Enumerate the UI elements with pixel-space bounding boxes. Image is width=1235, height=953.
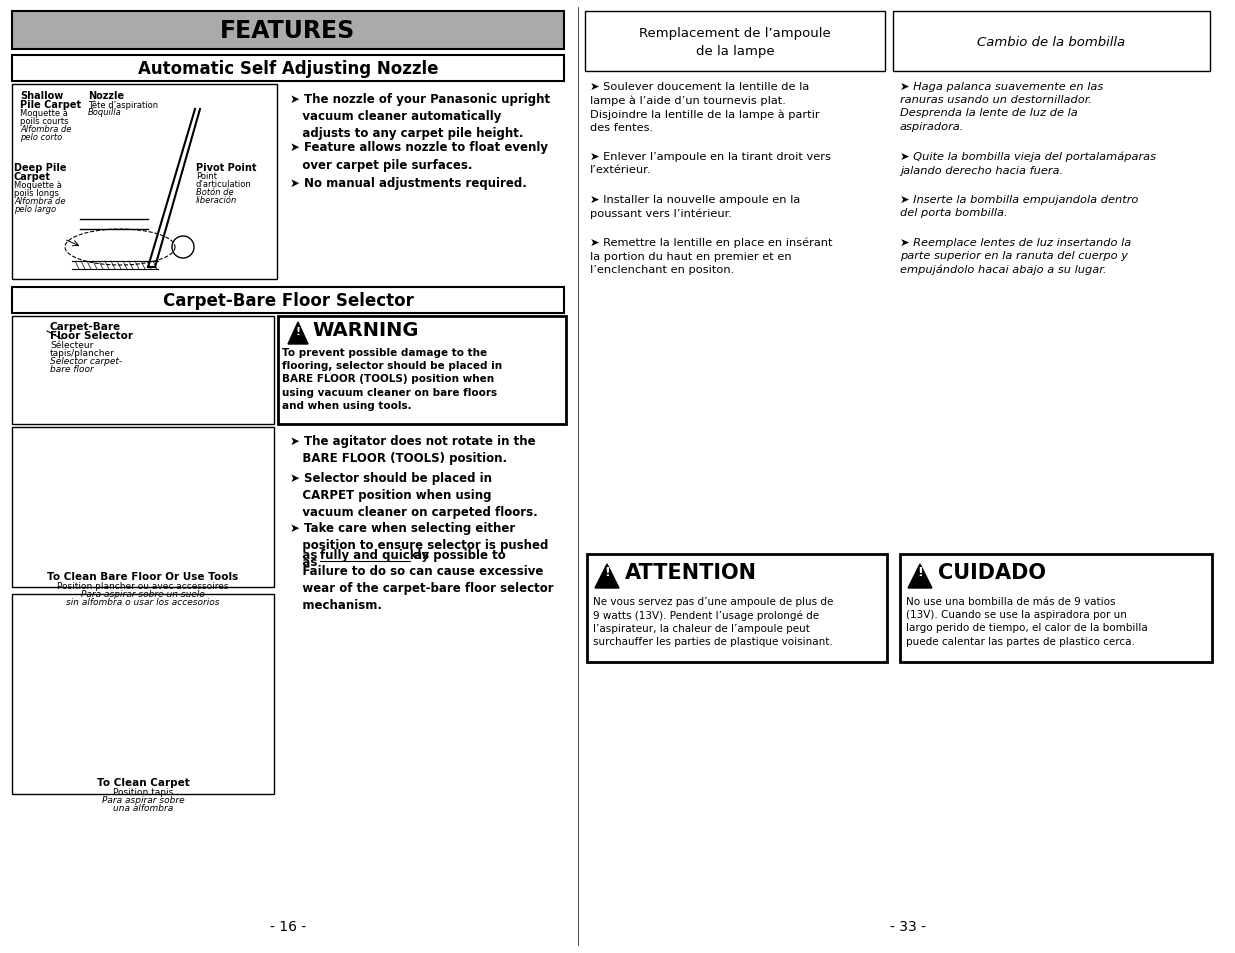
FancyBboxPatch shape (587, 555, 887, 662)
Text: Para aspirar sobre: Para aspirar sobre (101, 795, 184, 804)
Text: Automatic Self Adjusting Nozzle: Automatic Self Adjusting Nozzle (138, 60, 438, 78)
Text: ➤ Reemplace lentes de luz insertando la
parte superior en la ranuta del cuerpo y: ➤ Reemplace lentes de luz insertando la … (900, 237, 1131, 274)
Text: pelo corto: pelo corto (20, 132, 62, 142)
Text: Carpet-Bare: Carpet-Bare (49, 322, 121, 332)
Text: ➤ Installer la nouvelle ampoule en la
poussant vers l’intérieur.: ➤ Installer la nouvelle ampoule en la po… (590, 194, 800, 218)
FancyBboxPatch shape (12, 12, 564, 50)
Text: Alfombra de: Alfombra de (14, 196, 65, 206)
Text: liberación: liberación (196, 195, 237, 205)
Text: ➤ Enlever l’ampoule en la tirant droit vers
l’extérieur.: ➤ Enlever l’ampoule en la tirant droit v… (590, 152, 831, 175)
Text: !: ! (918, 566, 923, 578)
Text: Botón de: Botón de (196, 188, 233, 196)
Text: - 33 -: - 33 - (889, 919, 925, 933)
Text: ➤ Selector should be placed in
   CARPET position when using
   vacuum cleaner o: ➤ Selector should be placed in CARPET po… (290, 472, 537, 518)
Text: ➤ No manual adjustments required.: ➤ No manual adjustments required. (290, 176, 527, 190)
Text: FEATURES: FEATURES (220, 19, 356, 43)
Text: sin alfombra o usar los accesorios: sin alfombra o usar los accesorios (67, 598, 220, 606)
Text: ➤ Remettre la lentille en place en insérant
la portion du haut en premier et en
: ➤ Remettre la lentille en place en insér… (590, 237, 832, 274)
Text: d’articulation: d’articulation (196, 180, 252, 189)
Text: ➤ Soulever doucement la lentille de la
lampe à l’aide d’un tournevis plat.
Disjo: ➤ Soulever doucement la lentille de la l… (590, 82, 820, 132)
Text: To prevent possible damage to the
flooring, selector should be placed in
BARE FL: To prevent possible damage to the floori… (282, 348, 503, 411)
Text: ➤ Feature allows nozzle to float evenly
   over carpet pile surfaces.: ➤ Feature allows nozzle to float evenly … (290, 141, 548, 172)
Text: To Clean Carpet: To Clean Carpet (96, 778, 189, 787)
Text: Cambio de la bombilla: Cambio de la bombilla (977, 35, 1125, 49)
Text: Deep Pile: Deep Pile (14, 163, 67, 172)
Polygon shape (288, 323, 308, 345)
FancyBboxPatch shape (900, 555, 1212, 662)
Text: No use una bombilla de más de 9 vatios
(13V). Cuando se use la aspiradora por un: No use una bombilla de más de 9 vatios (… (906, 597, 1147, 646)
Text: Carpet-Bare Floor Selector: Carpet-Bare Floor Selector (163, 292, 414, 310)
Text: ➤ Take care when selecting either
   position to ensure selector is pushed
   as: ➤ Take care when selecting either positi… (290, 522, 548, 569)
Text: poils courts: poils courts (20, 117, 68, 126)
Polygon shape (595, 564, 619, 588)
Text: Floor Selector: Floor Selector (49, 331, 133, 340)
Text: as: as (290, 549, 321, 562)
Text: Moquette à: Moquette à (14, 181, 62, 190)
FancyBboxPatch shape (585, 12, 885, 71)
Text: ➤ The agitator does not rotate in the
   BARE FLOOR (TOOLS) position.: ➤ The agitator does not rotate in the BA… (290, 435, 536, 464)
Text: ➤ The nozzle of your Panasonic upright
   vacuum cleaner automatically
   adjust: ➤ The nozzle of your Panasonic upright v… (290, 92, 550, 140)
Text: - 16 -: - 16 - (270, 919, 306, 933)
Text: Shallow: Shallow (20, 91, 63, 101)
Text: Alfombra de: Alfombra de (20, 125, 72, 133)
Text: Tête d’aspiration: Tête d’aspiration (88, 100, 158, 110)
Polygon shape (908, 564, 932, 588)
Text: To Clean Bare Floor Or Use Tools: To Clean Bare Floor Or Use Tools (47, 572, 238, 581)
FancyBboxPatch shape (12, 85, 277, 280)
FancyBboxPatch shape (12, 56, 564, 82)
Text: bare floor: bare floor (49, 365, 94, 374)
Text: ➤ Quite la bombilla vieja del portalamáparas
jalando derecho hacia fuera.: ➤ Quite la bombilla vieja del portalamáp… (900, 152, 1156, 175)
Text: Position plancher ou avec accessoires: Position plancher ou avec accessoires (57, 581, 228, 590)
Text: !: ! (295, 327, 300, 336)
Text: fully and quickly: fully and quickly (320, 549, 429, 562)
Text: ➤ Inserte la bombilla empujandola dentro
del porta bombilla.: ➤ Inserte la bombilla empujandola dentro… (900, 194, 1139, 218)
FancyBboxPatch shape (893, 12, 1210, 71)
Text: una alfombra: una alfombra (112, 803, 173, 812)
Text: as possible to: as possible to (410, 549, 506, 562)
Text: Point: Point (196, 172, 217, 181)
Text: Failure to do so can cause excessive
   wear of the carpet-bare floor selector
 : Failure to do so can cause excessive wea… (290, 564, 553, 612)
Text: Nozzle: Nozzle (88, 91, 125, 101)
Text: Remplacement de l’ampoule
de la lampe: Remplacement de l’ampoule de la lampe (640, 27, 831, 57)
Text: Selector carpet-: Selector carpet- (49, 356, 122, 366)
Text: WARNING: WARNING (312, 320, 419, 339)
Text: Para aspirar sobre un suelo: Para aspirar sobre un suelo (82, 589, 205, 598)
Text: CUIDADO: CUIDADO (939, 562, 1046, 582)
Text: ➤ Haga palanca suavemente en las
ranuras usando un destornillador.
Desprenda la : ➤ Haga palanca suavemente en las ranuras… (900, 82, 1103, 132)
Text: Sélecteur: Sélecteur (49, 340, 94, 350)
Text: Pile Carpet: Pile Carpet (20, 100, 82, 110)
FancyBboxPatch shape (12, 595, 274, 794)
FancyBboxPatch shape (278, 316, 566, 424)
Text: Ne vous servez pas d’une ampoule de plus de
9 watts (13V). Pendent l’usage prolo: Ne vous servez pas d’une ampoule de plus… (593, 597, 834, 647)
Text: pelo largo: pelo largo (14, 205, 56, 213)
FancyBboxPatch shape (12, 316, 274, 424)
Text: Position tapis: Position tapis (112, 787, 173, 796)
Text: tapis/plancher: tapis/plancher (49, 349, 115, 357)
Text: Pivot Point: Pivot Point (196, 163, 257, 172)
Text: Boquilla: Boquilla (88, 108, 122, 117)
FancyBboxPatch shape (12, 428, 274, 587)
Text: !: ! (604, 566, 610, 578)
Text: Carpet: Carpet (14, 172, 51, 182)
Text: Moquette à: Moquette à (20, 109, 68, 118)
FancyBboxPatch shape (12, 288, 564, 314)
Text: poils longs: poils longs (14, 189, 59, 198)
Text: ATTENTION: ATTENTION (625, 562, 757, 582)
